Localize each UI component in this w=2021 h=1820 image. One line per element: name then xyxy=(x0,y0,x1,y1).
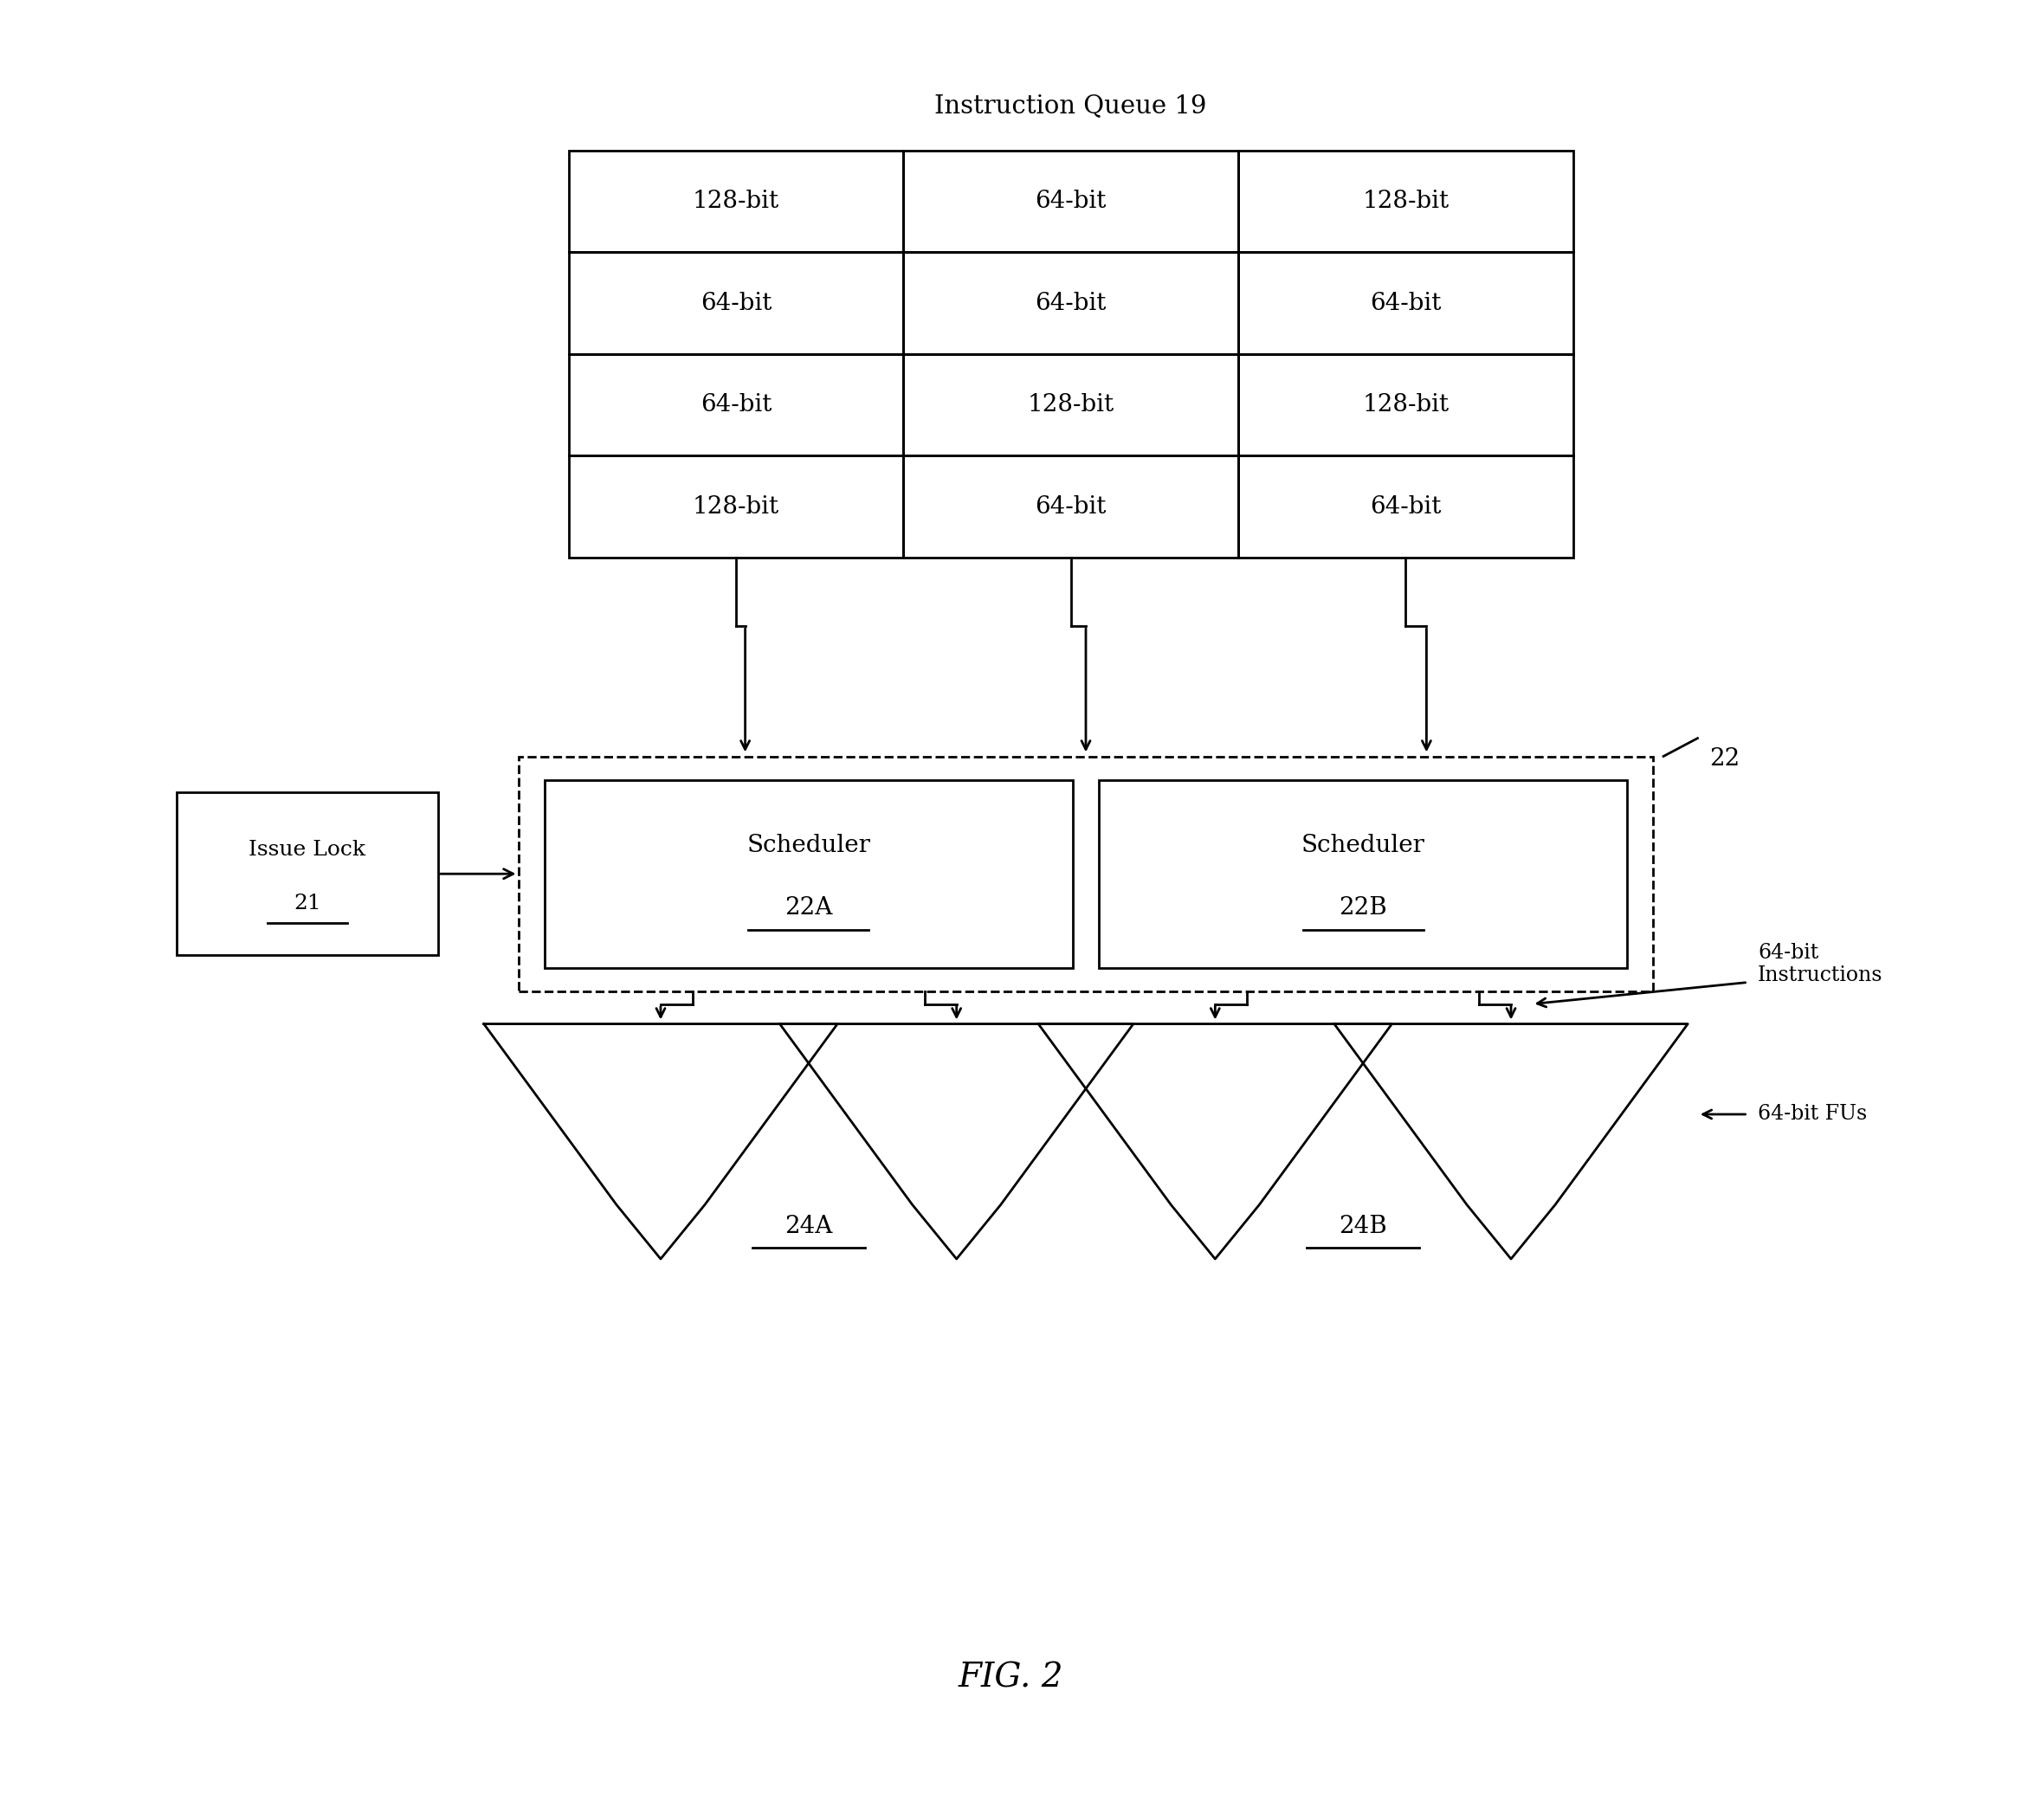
Text: 128-bit: 128-bit xyxy=(1362,189,1449,213)
Text: Scheduler: Scheduler xyxy=(746,834,871,857)
Text: 64-bit: 64-bit xyxy=(1370,495,1441,519)
Text: 64-bit: 64-bit xyxy=(1370,291,1441,315)
Text: Scheduler: Scheduler xyxy=(1302,834,1425,857)
Text: 22B: 22B xyxy=(1340,895,1386,919)
Text: 24A: 24A xyxy=(784,1214,833,1238)
Text: 22: 22 xyxy=(1710,748,1740,770)
Text: 64-bit: 64-bit xyxy=(1035,189,1105,213)
Text: 128-bit: 128-bit xyxy=(1362,393,1449,417)
Text: 64-bit: 64-bit xyxy=(1035,291,1105,315)
Text: 64-bit
Instructions: 64-bit Instructions xyxy=(1758,943,1884,986)
Text: 128-bit: 128-bit xyxy=(1027,393,1114,417)
Text: 128-bit: 128-bit xyxy=(693,189,780,213)
Bar xyxy=(1099,779,1627,968)
Bar xyxy=(568,151,1572,557)
Text: 64-bit: 64-bit xyxy=(1035,495,1105,519)
Bar xyxy=(176,792,439,956)
Text: 64-bit: 64-bit xyxy=(699,393,772,417)
Bar xyxy=(517,757,1653,992)
Text: 24B: 24B xyxy=(1340,1214,1386,1238)
Text: FIG. 2: FIG. 2 xyxy=(958,1662,1063,1694)
Text: 64-bit FUs: 64-bit FUs xyxy=(1758,1105,1867,1125)
Text: 64-bit: 64-bit xyxy=(699,291,772,315)
Text: Issue Lock: Issue Lock xyxy=(249,839,366,859)
Text: 22A: 22A xyxy=(784,895,833,919)
Text: 21: 21 xyxy=(293,894,321,914)
Text: Instruction Queue 19: Instruction Queue 19 xyxy=(934,95,1207,118)
Text: 128-bit: 128-bit xyxy=(693,495,780,519)
Bar xyxy=(544,779,1073,968)
